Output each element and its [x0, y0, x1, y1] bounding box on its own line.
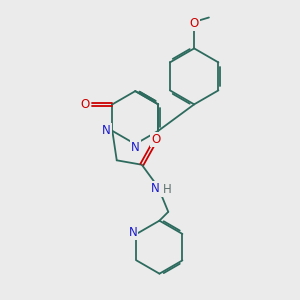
Text: N: N	[102, 124, 111, 137]
Text: N: N	[131, 141, 140, 154]
Text: O: O	[151, 133, 160, 146]
Text: H: H	[162, 183, 171, 196]
Text: N: N	[129, 226, 137, 239]
Text: O: O	[81, 98, 90, 111]
Text: O: O	[190, 17, 199, 30]
Text: N: N	[151, 182, 160, 195]
